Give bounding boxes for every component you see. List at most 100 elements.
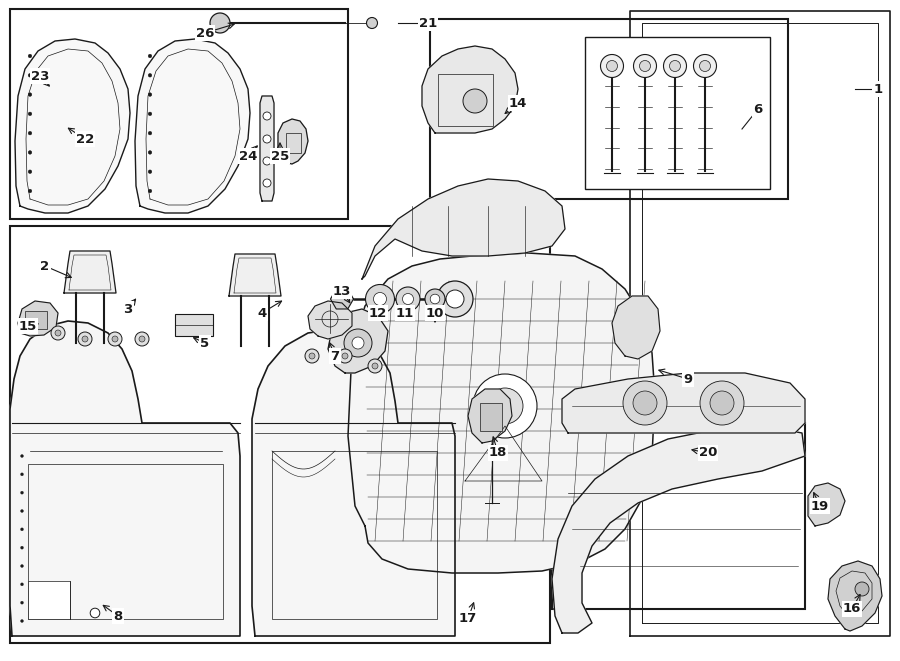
Polygon shape: [252, 329, 455, 636]
Text: 25: 25: [271, 149, 289, 163]
Bar: [28, 464, 223, 619]
Circle shape: [108, 332, 122, 346]
Circle shape: [700, 381, 744, 425]
Circle shape: [473, 374, 537, 438]
Circle shape: [21, 528, 23, 531]
Bar: [28, 581, 70, 619]
Bar: [10, 226, 550, 643]
Circle shape: [463, 89, 487, 113]
Circle shape: [402, 293, 413, 305]
Bar: [175, 314, 213, 336]
Circle shape: [90, 608, 100, 618]
Circle shape: [28, 112, 32, 116]
Text: 8: 8: [113, 609, 122, 623]
Polygon shape: [15, 39, 130, 213]
Circle shape: [148, 170, 152, 174]
Circle shape: [21, 510, 23, 512]
Polygon shape: [10, 321, 240, 636]
Circle shape: [437, 281, 473, 317]
Polygon shape: [828, 561, 882, 631]
Circle shape: [368, 359, 382, 373]
Circle shape: [51, 326, 65, 340]
Text: 19: 19: [811, 500, 829, 512]
Circle shape: [425, 289, 445, 309]
Bar: [552, 423, 805, 609]
Circle shape: [148, 112, 152, 116]
Text: 2: 2: [40, 260, 50, 272]
Text: 22: 22: [76, 132, 94, 145]
Circle shape: [21, 619, 23, 623]
Circle shape: [623, 381, 667, 425]
Circle shape: [374, 293, 386, 305]
Circle shape: [663, 54, 687, 77]
Circle shape: [148, 151, 152, 154]
Circle shape: [263, 112, 271, 120]
Circle shape: [28, 151, 32, 154]
Text: 3: 3: [123, 303, 132, 315]
Circle shape: [21, 455, 23, 457]
Circle shape: [210, 13, 230, 33]
Bar: [430, 19, 788, 199]
Circle shape: [263, 135, 271, 143]
Circle shape: [21, 583, 23, 586]
Bar: [272, 451, 437, 619]
Circle shape: [365, 284, 394, 313]
Circle shape: [78, 332, 92, 346]
Circle shape: [352, 337, 364, 349]
Circle shape: [21, 491, 23, 494]
Circle shape: [396, 287, 420, 311]
Circle shape: [28, 189, 32, 193]
Circle shape: [263, 179, 271, 187]
Circle shape: [600, 54, 624, 77]
Circle shape: [28, 73, 32, 77]
Circle shape: [139, 336, 145, 342]
Text: 20: 20: [698, 446, 717, 459]
Circle shape: [607, 61, 617, 71]
Circle shape: [342, 353, 348, 359]
Circle shape: [634, 54, 656, 77]
Polygon shape: [612, 296, 660, 359]
Circle shape: [148, 73, 152, 77]
Circle shape: [28, 54, 32, 58]
Text: 12: 12: [369, 307, 387, 319]
Polygon shape: [328, 309, 388, 373]
Circle shape: [640, 61, 651, 71]
Polygon shape: [630, 11, 890, 636]
Circle shape: [309, 353, 315, 359]
Text: 9: 9: [683, 373, 693, 385]
Circle shape: [305, 349, 319, 363]
Polygon shape: [229, 254, 281, 296]
Text: 26: 26: [196, 26, 214, 40]
Circle shape: [148, 93, 152, 97]
Circle shape: [710, 391, 734, 415]
Circle shape: [21, 473, 23, 476]
Circle shape: [112, 336, 118, 342]
Circle shape: [28, 93, 32, 97]
Circle shape: [855, 582, 869, 596]
Polygon shape: [552, 426, 805, 633]
Circle shape: [21, 564, 23, 568]
Circle shape: [670, 61, 680, 71]
Text: 5: 5: [201, 336, 210, 350]
Text: 4: 4: [257, 307, 266, 319]
Circle shape: [82, 336, 88, 342]
Circle shape: [28, 132, 32, 135]
Text: 24: 24: [238, 149, 257, 163]
Polygon shape: [278, 119, 308, 164]
Text: 6: 6: [753, 102, 762, 116]
Circle shape: [633, 391, 657, 415]
Text: 18: 18: [489, 446, 508, 459]
Text: 17: 17: [459, 613, 477, 625]
Circle shape: [372, 363, 378, 369]
Bar: [480, 403, 502, 431]
Polygon shape: [308, 301, 352, 339]
Polygon shape: [808, 483, 845, 526]
Text: 7: 7: [330, 350, 339, 362]
Polygon shape: [362, 179, 565, 279]
Bar: [438, 74, 493, 126]
Polygon shape: [422, 46, 518, 133]
Text: 23: 23: [31, 69, 50, 83]
Text: 16: 16: [842, 602, 861, 615]
Text: 15: 15: [19, 319, 37, 332]
Circle shape: [148, 54, 152, 58]
